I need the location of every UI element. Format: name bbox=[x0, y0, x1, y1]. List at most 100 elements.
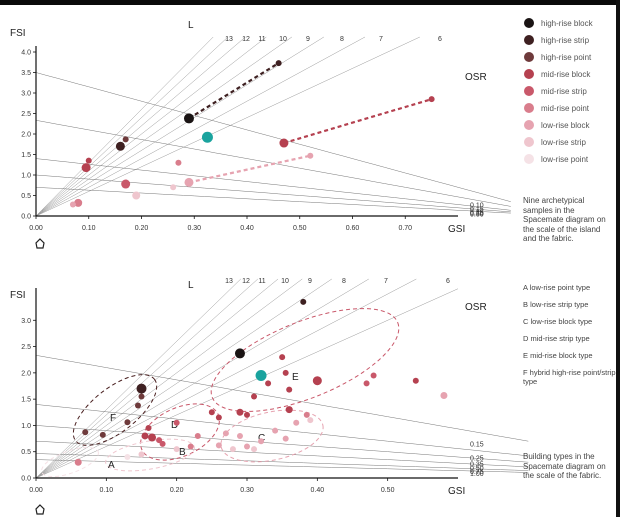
data-point bbox=[234, 348, 245, 359]
data-point bbox=[187, 443, 194, 450]
l-ray bbox=[35, 278, 259, 479]
legend-label: high-rise block bbox=[541, 19, 594, 28]
osr-line bbox=[35, 440, 529, 468]
y-tick-label: 1.0 bbox=[21, 423, 31, 430]
osr-line bbox=[35, 459, 529, 473]
osr-line bbox=[35, 404, 529, 457]
data-point bbox=[81, 163, 91, 173]
bottom-points bbox=[74, 298, 448, 466]
bottom-y-ticks: 0.0 0.5 1.0 1.5 2.0 2.5 3.0 bbox=[21, 318, 36, 483]
legend-swatch bbox=[524, 18, 534, 28]
legend-label: mid-rise point bbox=[541, 104, 590, 113]
data-point bbox=[208, 409, 215, 416]
legend-label: mid-rise strip bbox=[541, 87, 587, 96]
l-value-label: 10 bbox=[279, 36, 287, 43]
l-ray bbox=[35, 278, 279, 479]
l-value-label: 11 bbox=[258, 36, 265, 43]
osr-value-label: 0.75 bbox=[470, 469, 484, 476]
cluster-label-f: F bbox=[110, 413, 116, 424]
osr-value-label: 0.25 bbox=[470, 209, 484, 216]
l-value-label: 9 bbox=[308, 278, 312, 285]
data-point bbox=[222, 430, 229, 437]
building-type-list: A low-rise point type B low-rise strip t… bbox=[523, 283, 618, 386]
data-point bbox=[170, 184, 177, 191]
data-point bbox=[282, 369, 289, 376]
l-value-label: 6 bbox=[446, 278, 450, 285]
top-osr-label: OSR bbox=[465, 72, 487, 83]
x-tick-label: 0.40 bbox=[311, 487, 325, 494]
top-x-ticks: 0.00 0.10 0.20 0.30 0.40 0.50 0.60 0.70 bbox=[29, 216, 412, 232]
x-tick-label: 0.60 bbox=[346, 225, 360, 232]
data-point bbox=[82, 429, 89, 436]
top-north-icon bbox=[35, 238, 45, 249]
y-tick-label: 2.0 bbox=[21, 132, 31, 139]
data-point bbox=[124, 419, 131, 426]
l-ray bbox=[35, 36, 214, 217]
legend: high-rise block high-rise strip high-rise … bbox=[524, 18, 594, 164]
data-point bbox=[251, 393, 258, 400]
data-point bbox=[293, 419, 300, 426]
x-tick-label: 0.50 bbox=[293, 225, 307, 232]
data-point bbox=[136, 383, 147, 394]
data-point bbox=[272, 427, 279, 434]
y-tick-label: 1.0 bbox=[21, 173, 31, 180]
cluster-label-a: A bbox=[108, 460, 115, 471]
l-value-label: 11 bbox=[258, 278, 265, 285]
l-value-label: 8 bbox=[342, 278, 346, 285]
data-point bbox=[215, 414, 222, 421]
data-point bbox=[244, 411, 250, 418]
l-ray bbox=[35, 36, 366, 217]
data-point bbox=[440, 391, 448, 399]
osr-value-label: 0.50 bbox=[470, 466, 484, 473]
legend-swatch bbox=[524, 35, 534, 45]
data-point bbox=[236, 432, 243, 439]
legend-swatch bbox=[524, 103, 534, 113]
y-tick-label: 0.0 bbox=[21, 476, 31, 483]
l-ray bbox=[35, 36, 246, 217]
top-series-lines bbox=[188, 62, 432, 184]
data-point bbox=[251, 446, 258, 453]
osr-line bbox=[35, 158, 511, 211]
osr-line bbox=[35, 355, 529, 442]
osr-value-label: 0.35 bbox=[470, 211, 484, 218]
l-ray bbox=[35, 36, 325, 217]
y-tick-label: 0.5 bbox=[21, 193, 31, 200]
data-point bbox=[307, 152, 314, 159]
l-value-label: 13 bbox=[225, 36, 233, 43]
data-point bbox=[412, 377, 419, 384]
top-caption: Nine archetypical samples in the Spacema… bbox=[523, 196, 606, 243]
top-points bbox=[69, 60, 435, 208]
osr-line bbox=[35, 72, 511, 202]
legend-swatch bbox=[524, 52, 534, 62]
cluster-f-outline bbox=[72, 374, 158, 446]
data-point bbox=[184, 177, 194, 187]
bottom-osr-labels: 0.15 0.250.350.500.751.00 bbox=[470, 442, 484, 478]
top-y-axis-title: FSI bbox=[10, 28, 26, 39]
x-tick-label: 0.50 bbox=[381, 487, 395, 494]
x-tick-label: 0.40 bbox=[240, 225, 254, 232]
l-value-label: 6 bbox=[438, 36, 442, 43]
data-point bbox=[148, 433, 157, 442]
data-point bbox=[244, 443, 250, 450]
osr-value-label: 0.10 bbox=[470, 203, 484, 210]
top-border bbox=[0, 0, 620, 5]
data-point bbox=[115, 141, 125, 151]
data-point bbox=[69, 201, 76, 208]
y-tick-label: 3.0 bbox=[21, 318, 31, 325]
cluster-outlines bbox=[41, 308, 400, 478]
bottom-osr-lines bbox=[35, 355, 529, 473]
legend-label: high-rise point bbox=[541, 53, 592, 62]
type-e: E mid-rise block type bbox=[523, 351, 593, 360]
y-tick-label: 4.0 bbox=[21, 50, 31, 57]
osr-value-label: 0.35 bbox=[470, 461, 484, 468]
data-point bbox=[74, 198, 83, 207]
l-ray bbox=[35, 288, 459, 479]
l-value-label: 9 bbox=[306, 36, 310, 43]
data-point bbox=[132, 191, 141, 200]
data-point bbox=[175, 159, 182, 166]
cluster-a-outline bbox=[41, 446, 99, 478]
legend-swatch bbox=[524, 86, 534, 96]
data-point bbox=[215, 442, 222, 449]
osr-line bbox=[35, 174, 511, 213]
l-value-label: 12 bbox=[242, 36, 250, 43]
